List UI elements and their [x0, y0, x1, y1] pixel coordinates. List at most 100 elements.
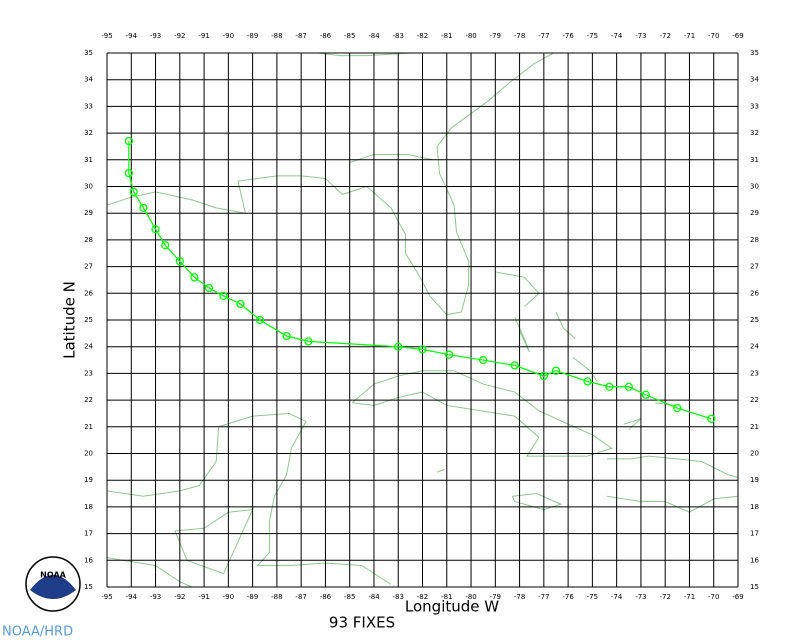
fix-marker [479, 355, 488, 365]
x-tick-label: -77 [538, 593, 549, 601]
x-tick-label: -87 [295, 32, 306, 40]
x-tick-label: -74 [611, 593, 623, 601]
y-tick-label: 31 [84, 156, 93, 164]
y-axis-label: Latitude N [61, 281, 79, 359]
storm-track [128, 141, 712, 420]
x-tick-label: -71 [684, 593, 695, 601]
x-tick-label: -82 [417, 593, 428, 601]
x-tick-label: -88 [271, 593, 282, 601]
logo-text: NOAA [40, 571, 66, 580]
x-tick-label: -87 [295, 593, 306, 601]
y-tick-label: 17 [750, 530, 759, 538]
y-tick-label: 28 [84, 236, 93, 244]
y-tick-label: 20 [84, 450, 93, 458]
x-tick-label: -78 [514, 593, 525, 601]
x-tick-label: -79 [490, 32, 501, 40]
x-tick-label: -95 [101, 32, 112, 40]
y-tick-label: 23 [750, 369, 759, 377]
y-tick-label: 22 [84, 396, 93, 404]
logo: NOAA [25, 556, 81, 612]
x-tick-label: -73 [635, 32, 646, 40]
x-tick-label: -84 [368, 593, 380, 601]
x-tick-label: -86 [320, 593, 332, 601]
fix-marker [510, 361, 519, 370]
fix-marker [583, 377, 592, 386]
x-tick-label: -76 [562, 32, 574, 40]
y-tick-label: 25 [84, 316, 93, 324]
y-tick-label: 23 [84, 369, 93, 377]
coastline [106, 412, 392, 585]
fix-marker [707, 414, 716, 423]
x-tick-label: -72 [659, 32, 670, 40]
y-tick-label: 26 [84, 289, 93, 297]
credit: NOAA/HRD [2, 625, 73, 640]
coastline [436, 469, 445, 473]
y-tick-label: 22 [750, 396, 759, 404]
x-tick-label: -71 [684, 32, 695, 40]
x-tick-label: -83 [393, 32, 404, 40]
x-tick-label: -69 [732, 32, 743, 40]
fix-marker [673, 403, 682, 413]
y-tick-label: 28 [750, 236, 759, 244]
y-tick-label: 19 [750, 476, 759, 484]
x-tick-label: -94 [126, 32, 138, 40]
x-tick-label: -74 [611, 32, 623, 40]
coastline [106, 557, 193, 588]
fix-count: 93 FIXES [329, 614, 395, 632]
coastline [106, 52, 554, 316]
fix-marker [641, 390, 650, 399]
fix-marker [190, 273, 199, 282]
fix-marker [394, 342, 403, 351]
fix-marker [204, 283, 214, 293]
y-tick-label: 29 [750, 209, 759, 217]
x-tick-label: -81 [441, 593, 452, 601]
x-tick-label: -76 [562, 593, 574, 601]
fix-marker [539, 371, 548, 381]
fix-marker [605, 382, 614, 391]
x-tick-label: -90 [223, 593, 234, 601]
y-tick-label: 31 [750, 156, 759, 164]
y-tick-label: 32 [84, 129, 93, 137]
x-tick-label: -92 [174, 32, 185, 40]
fix-marker [151, 225, 160, 234]
x-tick-label: -89 [247, 32, 258, 40]
fix-marker [219, 291, 228, 301]
x-tick-label: -92 [174, 593, 185, 601]
coastline [174, 508, 254, 575]
y-tick-label: 34 [750, 76, 759, 84]
x-tick-label: -91 [198, 593, 209, 601]
x-tick-label: -91 [198, 32, 209, 40]
coastline [623, 418, 642, 430]
fix-marker [418, 345, 427, 354]
x-tick-label: -69 [732, 593, 743, 601]
fix-marker [129, 187, 138, 196]
fix-marker [139, 203, 148, 213]
x-tick-label: -93 [150, 32, 161, 40]
y-tick-label: 24 [750, 343, 759, 351]
x-tick-label: -80 [465, 32, 476, 40]
x-tick-label: -72 [659, 593, 670, 601]
y-tick-label: 27 [84, 263, 93, 271]
fix-marker [175, 257, 184, 266]
coastline [349, 153, 433, 163]
x-tick-label: -90 [223, 32, 234, 40]
y-tick-label: 17 [84, 530, 93, 538]
x-tick-label: -89 [247, 593, 258, 601]
y-tick-label: 33 [750, 102, 759, 110]
x-tick-label: -86 [320, 32, 332, 40]
y-tick-label: 19 [84, 476, 93, 484]
fix-marker [445, 350, 454, 359]
coastline [351, 370, 613, 457]
y-tick-label: 15 [750, 583, 759, 591]
y-tick-label: 16 [84, 556, 93, 564]
y-tick-label: 21 [84, 423, 93, 431]
y-tick-label: 35 [84, 49, 93, 57]
y-tick-label: 25 [750, 316, 759, 324]
coastline [495, 271, 540, 308]
x-tick-label: -70 [708, 593, 719, 601]
fix-marker [551, 366, 561, 375]
x-axis-label: Longitude W [405, 598, 499, 616]
logo-bird [30, 575, 76, 599]
y-tick-label: 24 [84, 343, 93, 351]
